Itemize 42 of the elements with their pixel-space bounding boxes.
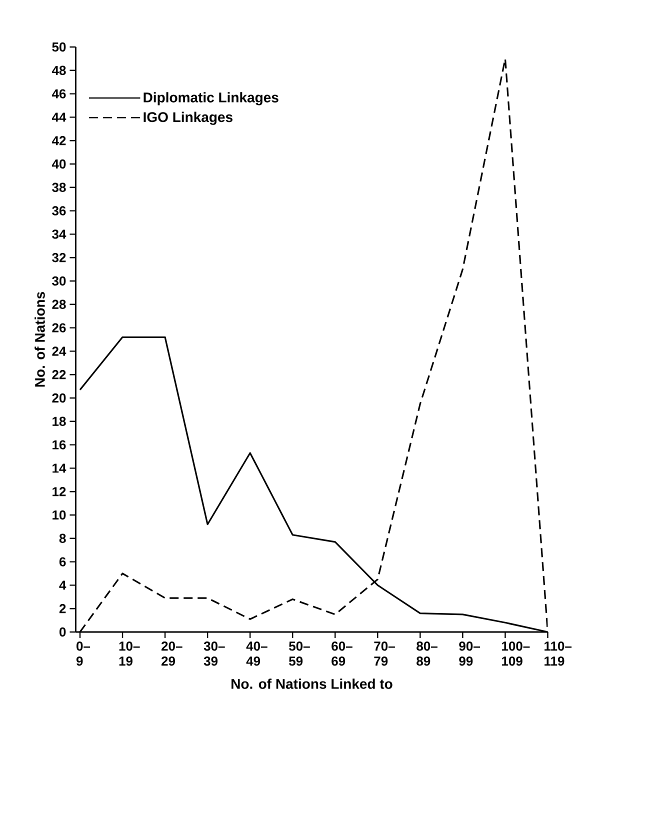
x-tick-label: 60– 69 — [332, 642, 352, 666]
x-axis-title: No. of Nations Linked to — [232, 678, 392, 689]
x-tick-label: 40– 49 — [246, 642, 268, 666]
x-tick-label: 50– 59 — [289, 642, 310, 666]
y-tick-label: 6 — [59, 557, 66, 566]
y-tick-label: 38 — [52, 182, 66, 192]
y-tick-label: 28 — [52, 300, 66, 309]
x-tick-label: 100– 109 — [502, 642, 530, 666]
y-tick-label: 12 — [52, 487, 66, 496]
y-tick-label: 16 — [52, 440, 66, 450]
y-tick-label: 48 — [52, 66, 66, 76]
y-tick-label: 2 — [59, 604, 66, 614]
y-tick-label: 26 — [52, 323, 66, 332]
x-tick-label: 110– 119 — [544, 642, 572, 666]
y-tick-label: 42 — [52, 136, 66, 146]
y-tick-label: 22 — [52, 370, 66, 380]
x-tick-label: 70– 79 — [374, 642, 395, 666]
y-tick-label: 44 — [52, 112, 66, 122]
legend-label: Diplomatic Linkages — [144, 92, 278, 106]
y-tick-label: 32 — [52, 252, 66, 262]
y-tick-label: 24 — [52, 346, 66, 356]
y-tick-label: 46 — [52, 89, 66, 98]
y-axis-title: No. of Nations — [34, 292, 45, 387]
x-tick-label: 90– 99 — [459, 642, 480, 666]
y-tick-label: 36 — [52, 206, 66, 216]
y-tick-label: 30 — [52, 276, 66, 286]
legend-label: IGO Linkages — [144, 112, 232, 125]
y-tick-label: 0 — [60, 627, 66, 637]
x-tick-label: 80– 89 — [416, 642, 438, 666]
x-tick-label: 0– 9 — [76, 642, 90, 666]
y-tick-label: 50 — [52, 42, 66, 52]
x-tick-label: 30– 39 — [204, 642, 225, 666]
x-tick-label: 10– 19 — [119, 642, 140, 666]
y-tick-label: 10 — [52, 510, 66, 520]
y-tick-label: 20 — [52, 393, 66, 403]
y-tick-label: 40 — [52, 159, 66, 169]
y-tick-label: 4 — [59, 580, 66, 590]
y-tick-label: 34 — [52, 230, 66, 239]
y-tick-label: 8 — [59, 534, 66, 543]
x-tick-label: 20– 29 — [161, 642, 182, 666]
y-tick-label: 14 — [52, 464, 66, 473]
y-tick-label: 18 — [52, 416, 66, 426]
